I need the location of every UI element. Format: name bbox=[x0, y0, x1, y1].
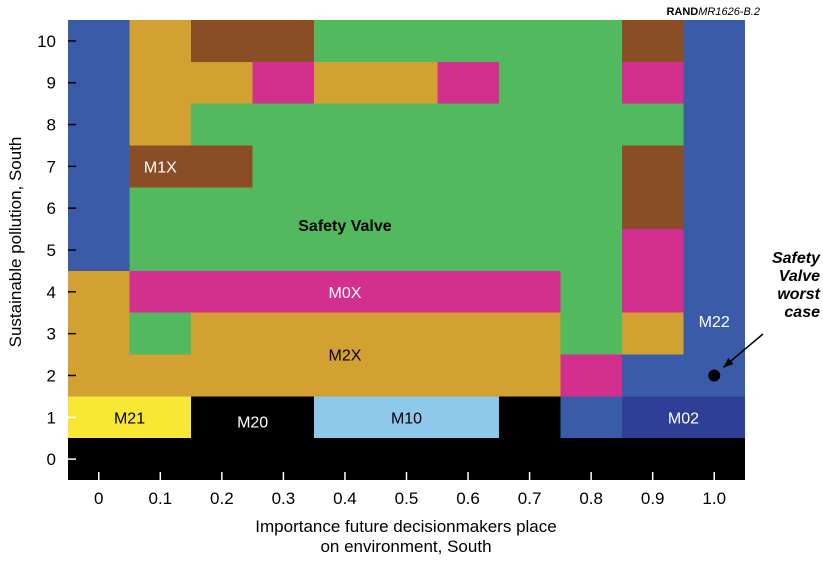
x-tick-label: 0.4 bbox=[333, 489, 357, 508]
cell-lightblue bbox=[314, 396, 499, 439]
cell-blue bbox=[68, 20, 130, 271]
cell-tan bbox=[314, 61, 438, 104]
tick-marks bbox=[68, 40, 715, 480]
x-tick-label: 0.3 bbox=[272, 489, 296, 508]
region-labels: M1X Safety Valve M0X M2X M22 M21 M20 M10 M02 bbox=[114, 159, 730, 431]
region-label: M0X bbox=[329, 285, 362, 302]
y-tick-label: 10 bbox=[37, 32, 56, 51]
source-note: RANDMR1626-B.2 bbox=[666, 6, 760, 18]
region-label: M21 bbox=[114, 410, 145, 427]
cell-blue bbox=[683, 20, 745, 397]
y-tick-label: 4 bbox=[47, 283, 56, 302]
cell-magenta bbox=[621, 229, 684, 313]
cell-tan bbox=[191, 61, 253, 104]
source-note-rand: RAND bbox=[666, 6, 698, 18]
region-label: M22 bbox=[699, 314, 730, 331]
cell-blue bbox=[621, 354, 684, 397]
cell-green bbox=[129, 312, 192, 355]
region-label: Safety Valve bbox=[298, 218, 392, 235]
x-tick-labels: 0 0.1 0.2 0.3 0.4 0.5 0.6 0.7 0.8 0.9 1.0 bbox=[94, 489, 726, 508]
annotation-line: case bbox=[784, 304, 820, 321]
cell-tan bbox=[621, 312, 684, 355]
y-tick-label: 2 bbox=[47, 366, 56, 385]
region-label: M2X bbox=[329, 348, 362, 365]
cell-magenta bbox=[252, 61, 315, 104]
annotation-arrowhead bbox=[723, 357, 734, 368]
x-axis-label-line2: on environment, South bbox=[320, 537, 491, 556]
cell-magenta bbox=[437, 61, 499, 104]
cell-yellow bbox=[68, 396, 192, 439]
cell-tan bbox=[129, 20, 192, 146]
cell-magenta bbox=[129, 270, 561, 313]
source-note-id: MR1626-B.2 bbox=[698, 6, 760, 18]
cell-magenta bbox=[560, 354, 622, 397]
x-tick-label: 0 bbox=[94, 489, 103, 508]
y-tick-label: 8 bbox=[47, 116, 56, 135]
y-tick-label: 7 bbox=[47, 157, 56, 176]
x-tick-label: 1.0 bbox=[702, 489, 726, 508]
region-label: M20 bbox=[237, 414, 268, 431]
annotation-line: Valve bbox=[779, 268, 820, 285]
cell-brown bbox=[621, 145, 684, 230]
x-tick-label: 0.5 bbox=[395, 489, 419, 508]
y-tick-label: 1 bbox=[47, 408, 56, 427]
heatmap-cells bbox=[68, 20, 745, 480]
region-label: M02 bbox=[668, 410, 699, 427]
cell-blue bbox=[560, 396, 622, 439]
y-axis-label: Sustainable pollution, South bbox=[6, 137, 25, 348]
x-tick-label: 0.2 bbox=[210, 489, 234, 508]
x-tick-label: 0.7 bbox=[518, 489, 542, 508]
region-label: M1X bbox=[144, 159, 177, 176]
y-tick-label: 0 bbox=[47, 450, 56, 469]
cell-brown bbox=[191, 20, 315, 62]
cell-magenta bbox=[621, 61, 684, 104]
cell-brown bbox=[621, 20, 684, 62]
x-tick-label: 0.8 bbox=[579, 489, 603, 508]
x-tick-label: 0.9 bbox=[641, 489, 665, 508]
worst-case-marker bbox=[708, 369, 721, 382]
y-tick-label: 9 bbox=[47, 74, 56, 93]
y-tick-label: 5 bbox=[47, 241, 56, 260]
x-tick-label: 0.1 bbox=[148, 489, 172, 508]
region-label: M10 bbox=[391, 410, 422, 427]
cell-brown bbox=[129, 145, 253, 188]
cell-tan bbox=[68, 270, 130, 397]
annotation-line: worst bbox=[777, 286, 820, 303]
y-tick-label: 3 bbox=[47, 325, 56, 344]
cell-darkblue bbox=[621, 396, 745, 439]
x-tick-label: 0.6 bbox=[456, 489, 480, 508]
annotation-line: Safety bbox=[772, 250, 821, 267]
y-tick-labels: 0 1 2 3 4 5 6 7 8 9 10 bbox=[37, 32, 56, 469]
cell-tan bbox=[129, 312, 561, 397]
x-axis-label-line1: Importance future decisionmakers place bbox=[255, 517, 556, 536]
y-tick-label: 6 bbox=[47, 199, 56, 218]
